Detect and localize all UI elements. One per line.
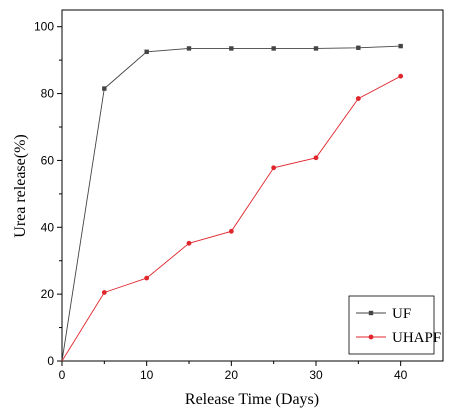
y-tick-label: 60 [41,153,55,167]
legend-marker-uhapf [368,334,374,340]
data-point-uhapf [271,165,277,171]
y-tick-label: 0 [47,354,54,368]
y-tick-label: 20 [41,287,55,301]
legend: UF UHAPF [348,295,441,355]
plot-frame [61,9,444,362]
data-point-uhapf [313,155,319,161]
y-tick-label: 80 [41,87,55,101]
axis-ticks: 0 10 20 30 40 0 20 40 60 80 100 [34,20,408,382]
legend-box [348,295,435,355]
series-markers [101,43,404,295]
data-point-uhapf [228,228,234,234]
data-point-uf [356,45,361,50]
y-tick-label: 40 [41,220,55,234]
y-axis-title: Urea release(%) [12,134,29,237]
data-point-uhapf [186,240,192,246]
legend-items: UF UHAPF [356,306,441,346]
legend-label-uf: UF [392,306,411,322]
x-tick-label: 10 [140,368,154,382]
legend-label-uhapf: UHAPF [392,330,441,346]
data-point-uf [186,46,192,51]
data-point-uhapf [355,96,361,101]
plot-area [61,9,444,362]
data-point-uf [229,46,234,51]
x-tick-label: 40 [394,368,408,382]
data-point-uf [313,46,319,51]
x-tick-label: 30 [309,368,323,382]
data-point-uf [271,46,276,51]
data-point-uhapf [398,73,404,79]
data-point-uhapf [144,275,150,281]
data-point-uf [398,43,403,49]
y-tick-label: 100 [34,20,54,34]
x-tick-label: 0 [59,368,66,382]
data-point-uhapf [101,290,107,295]
x-axis-title: Release Time (Days) [185,391,319,408]
legend-marker-uf [368,310,374,316]
x-tick-label: 20 [225,368,239,382]
data-point-uf [144,49,149,54]
data-point-uf [102,86,107,91]
